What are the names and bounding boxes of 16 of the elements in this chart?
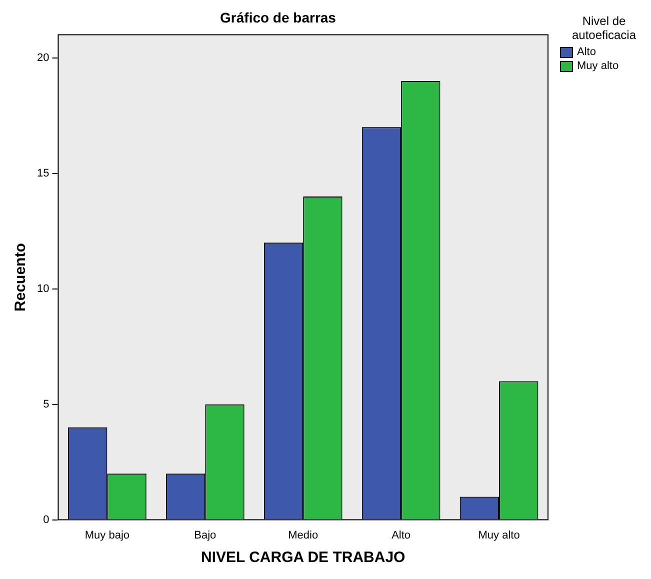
x-tick-label: Medio bbox=[288, 529, 318, 542]
x-tick-label: Muy bajo bbox=[84, 529, 130, 542]
y-axis-title: Recuento bbox=[12, 243, 30, 312]
legend-label: Alto bbox=[577, 46, 596, 58]
legend-title: Nivel de autoeficacia bbox=[570, 14, 638, 42]
y-tick-label: 20 bbox=[36, 52, 50, 64]
y-tick-label: 15 bbox=[36, 167, 50, 180]
legend-label: Muy alto bbox=[577, 60, 619, 72]
x-tick-label: Alto bbox=[392, 529, 411, 542]
x-tick-label: Bajo bbox=[194, 529, 216, 542]
x-tick-label: Muy alto bbox=[478, 529, 520, 542]
y-tick-label: 10 bbox=[36, 282, 50, 295]
x-axis-title: NIVEL CARGA DE TRABAJO bbox=[201, 549, 406, 566]
chart-title: Gráfico de barras bbox=[220, 9, 336, 26]
y-tick-label: 0 bbox=[43, 514, 50, 526]
y-tick-label: 5 bbox=[43, 398, 50, 410]
